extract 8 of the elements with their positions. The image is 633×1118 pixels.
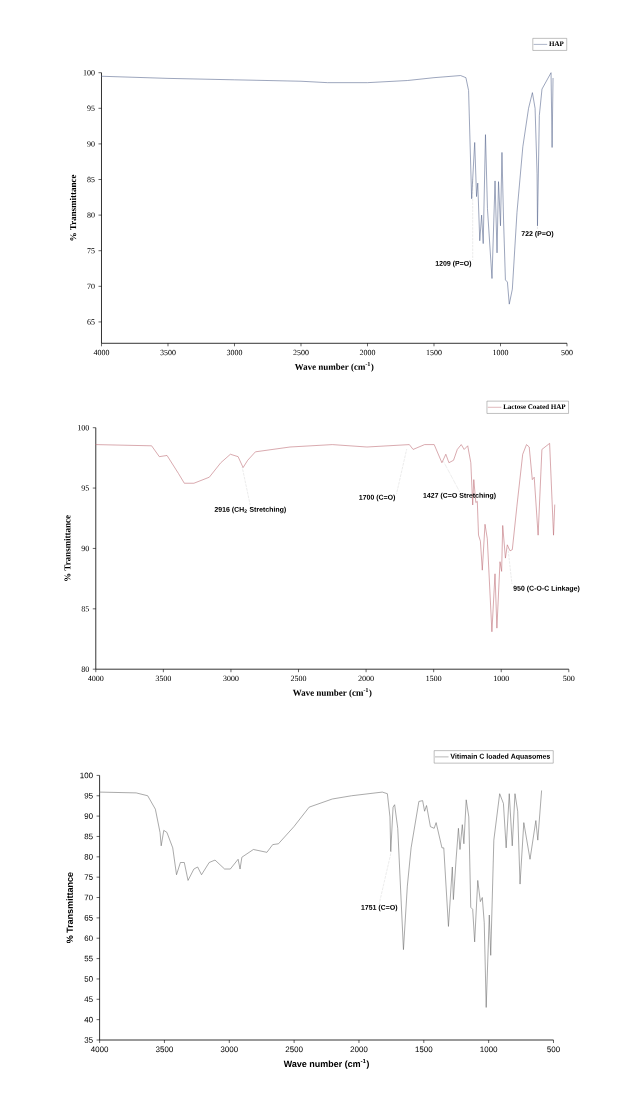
y-axis-title: % Transmittance (64, 515, 71, 581)
y-axis-title: % Transmittance (66, 872, 73, 944)
y-axis-title: % Transmittance (69, 174, 77, 241)
line-series (101, 72, 554, 305)
x-axis-title: Wave number (cm$^{-1}$) (292, 687, 372, 698)
x-axis-title: Wave number (cm$^{-1}$) (294, 362, 374, 372)
x-axis-title: Wave number (cm$^{-1}$) (283, 1059, 369, 1069)
line-series (99, 790, 542, 1008)
